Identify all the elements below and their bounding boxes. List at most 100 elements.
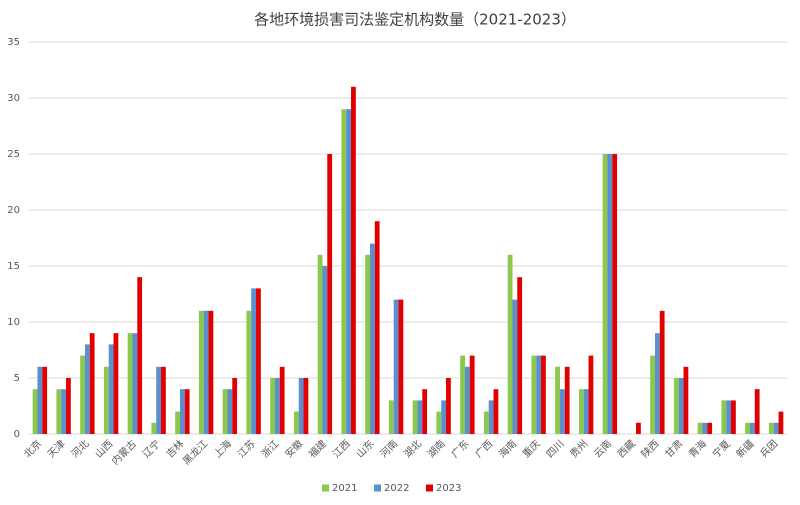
bar (460, 355, 465, 434)
x-tick-label: 四川 (545, 438, 567, 460)
x-tick-label: 兵团 (757, 437, 780, 460)
bar (113, 333, 119, 434)
x-tick-label: 上海 (211, 437, 234, 460)
x-tick-label: 河南 (377, 437, 400, 460)
bar (232, 378, 238, 434)
bar (179, 389, 185, 434)
bar (246, 310, 252, 434)
bar (365, 254, 370, 434)
bar (536, 355, 542, 434)
bar (469, 355, 475, 434)
legend-swatch (426, 484, 433, 492)
chart-title: 各地环境损害司法鉴定机构数量（2021-2023） (254, 11, 576, 29)
bar (464, 366, 470, 434)
y-tick-label: 20 (7, 205, 20, 216)
bar (417, 400, 423, 434)
x-tick-label: 云南 (591, 437, 614, 460)
x-tick-label: 北京 (21, 437, 44, 460)
bar (673, 378, 679, 434)
x-tick-label: 新疆 (733, 437, 756, 460)
bar (654, 333, 660, 434)
y-tick-label: 35 (7, 37, 20, 48)
x-tick-label: 福建 (306, 437, 329, 460)
bar (702, 422, 708, 434)
bar (446, 378, 451, 434)
bar (274, 378, 280, 434)
bar (84, 344, 90, 434)
bar (607, 154, 613, 434)
x-tick-label: 辽宁 (140, 437, 163, 460)
x-tick-label: 重庆 (520, 437, 543, 460)
x-tick-label: 西藏 (615, 438, 638, 461)
bar (42, 366, 48, 434)
legend-label: 2021 (332, 483, 357, 494)
bar (222, 389, 228, 434)
bar (441, 400, 447, 434)
y-tick-label: 30 (7, 93, 20, 104)
y-tick-label: 25 (7, 149, 20, 160)
bar (156, 366, 162, 434)
bar (208, 310, 214, 434)
bar (227, 389, 233, 434)
bar (346, 109, 352, 434)
bar (56, 389, 62, 434)
bar (80, 355, 85, 434)
x-tick-label: 江西 (330, 438, 353, 461)
bar (749, 422, 755, 434)
bar (512, 299, 518, 434)
bar (768, 422, 774, 434)
bar (745, 422, 750, 434)
bar (388, 400, 394, 434)
legend-label: 2023 (436, 483, 461, 494)
bar (697, 422, 703, 434)
bar (559, 389, 565, 434)
bar (602, 154, 608, 434)
bar (251, 288, 257, 434)
bar (369, 243, 375, 434)
bar (493, 389, 499, 434)
bar (151, 422, 157, 434)
bar (588, 355, 594, 434)
x-tick-label: 湖南 (425, 437, 448, 460)
x-tick-label: 江苏 (235, 437, 258, 460)
x-tick-label: 陕西 (638, 437, 661, 460)
bar (327, 154, 333, 434)
bar (161, 366, 166, 434)
bar (483, 411, 489, 434)
bar (726, 400, 732, 434)
bar (636, 422, 641, 434)
bar (103, 366, 109, 434)
bar (721, 400, 727, 434)
x-tick-label: 浙江 (259, 438, 282, 461)
bar (351, 86, 356, 435)
bar (184, 389, 190, 434)
bar (298, 378, 304, 434)
bar (256, 288, 261, 434)
x-tick-label: 海南 (496, 437, 519, 460)
bar (279, 366, 285, 434)
bar (398, 299, 404, 434)
bar (132, 333, 138, 434)
bar (374, 221, 380, 434)
bar (778, 411, 784, 434)
bar (707, 422, 713, 434)
legend-swatch (322, 484, 329, 492)
bar (436, 411, 442, 434)
bar (108, 344, 114, 434)
bar (678, 378, 684, 434)
bar (555, 366, 560, 434)
x-tick-label: 贵州 (567, 437, 590, 460)
bar (683, 366, 689, 434)
bar (531, 355, 537, 434)
bar (137, 277, 143, 434)
bar (650, 355, 655, 434)
bar (303, 378, 309, 434)
x-tick-label: 安徽 (282, 437, 305, 460)
bar (341, 109, 347, 434)
bar (541, 355, 546, 434)
x-tick-label: 黑龙江 (180, 437, 210, 467)
x-tick-label: 广西 (473, 438, 496, 461)
bar (66, 378, 71, 434)
x-tick-label: 湖北 (401, 438, 424, 461)
